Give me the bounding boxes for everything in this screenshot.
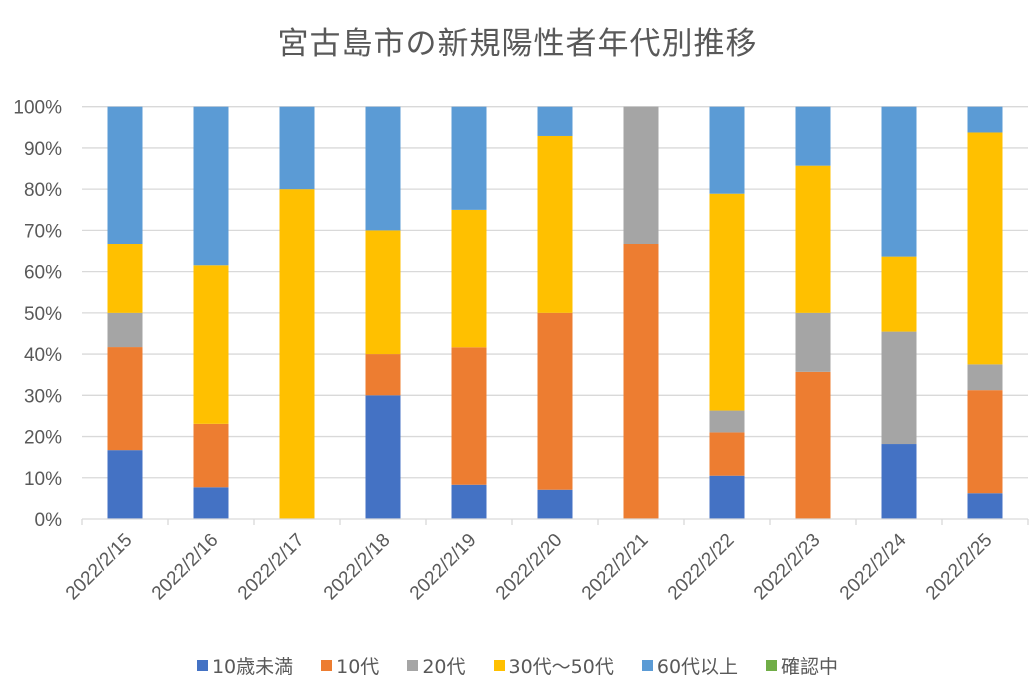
bar-segment [709,410,745,433]
bar-segment [623,243,659,519]
y-tick-label: 20% [24,428,62,449]
chart-title: 宮古島市の新規陽性者年代別推移 [277,26,758,62]
bar-segment [365,106,401,231]
legend-item: 60代以上 [641,652,739,679]
axes: 0% 10% 20% 30% 40% 50% 60% 70% 80% 90% 100% 2022/2/… [13,98,1029,605]
bar-segment [365,230,401,355]
x-tick-label: 2022/2/17 [234,530,309,605]
bar-segment [795,106,831,166]
bar-segment [451,347,487,485]
bar-segment [709,432,745,476]
bar-segment [709,475,745,519]
y-tick-label: 80% [24,180,62,201]
bar-segment [881,444,917,519]
bar-segment [365,395,401,519]
bars [107,106,1003,519]
legend-item: 確認中 [766,652,838,679]
y-tick-label: 0% [35,510,63,531]
legend-item: 10歳未満 [196,652,294,679]
bar-segment [537,135,573,313]
bar-segment [795,165,831,313]
x-tick-label: 2022/2/20 [492,530,567,605]
legend-label: 60代以上 [656,656,739,678]
bar-segment [795,371,831,519]
legend-label: 20代 [422,656,466,678]
x-tick-label: 2022/2/21 [578,530,653,605]
bar-segment [107,312,143,348]
legend-label: 確認中 [781,656,839,678]
bar-segment [451,209,487,348]
legend-label: 10歳未満 [211,656,294,678]
bar-segment [279,189,315,519]
legend-item: 20代 [407,652,466,679]
legend: 10歳未満 10代 20代 30代～50代 60代以上 確認中 [0,652,1035,679]
y-tick-label: 40% [24,345,62,366]
x-tick-label: 2022/2/16 [148,530,223,605]
legend-swatch [196,660,208,671]
legend-swatch [641,660,653,671]
y-tick-label: 30% [24,386,62,407]
bar-segment [623,106,659,244]
y-tick-label: 90% [24,139,62,160]
bar-segment [881,256,917,332]
x-tick-label: 2022/2/18 [320,530,395,605]
bar-segment [537,489,573,519]
bar-segment [967,493,1003,519]
x-tick-label: 2022/2/19 [406,530,481,605]
x-tick-label: 2022/2/15 [62,530,137,605]
x-tick-label: 2022/2/25 [922,530,997,605]
legend-swatch [766,660,778,671]
bar-segment [537,106,573,136]
legend-swatch [321,660,333,671]
legend-swatch [407,660,419,671]
y-tick-label: 100% [13,98,62,119]
legend-item: 10代 [321,652,379,679]
bar-segment [193,487,229,519]
bar-segment [107,347,143,451]
legend-label: 10代 [336,656,380,678]
legend-swatch [493,660,505,671]
bar-segment [967,390,1003,494]
bar-segment [967,132,1003,365]
bar-segment [881,106,917,257]
bar-segment [967,364,1003,391]
bar-segment [279,106,315,190]
bar-segment [193,423,229,488]
bar-segment [709,193,745,411]
y-tick-label: 10% [24,469,62,490]
bar-segment [107,450,143,519]
y-tick-label: 70% [24,221,62,242]
bar-segment [107,106,143,244]
bar-segment [365,354,401,396]
x-tick-label: 2022/2/23 [750,530,825,605]
x-tick-label: 2022/2/22 [664,530,739,605]
bar-segment [709,106,745,194]
bar-segment [193,265,229,424]
y-tick-label: 60% [24,263,62,284]
bar-segment [795,312,831,372]
bar-segment [537,312,573,490]
bar-segment [967,106,1003,133]
y-tick-label: 50% [24,304,62,325]
bar-segment [193,106,229,266]
bar-segment [451,484,487,519]
x-tick-label: 2022/2/24 [836,529,911,604]
bar-segment [881,331,917,445]
legend-item: 30代～50代 [493,652,614,679]
bar-segment [451,106,487,210]
bar-segment [107,243,143,313]
legend-label: 30代～50代 [508,656,614,678]
